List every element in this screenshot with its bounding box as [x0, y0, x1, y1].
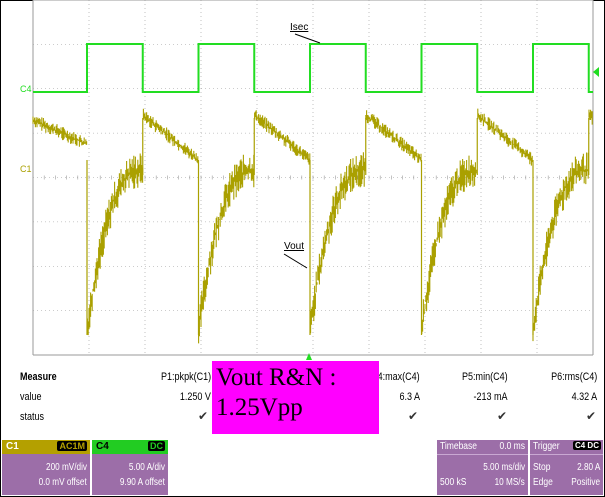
channel-c1-box[interactable]: C1 AC1M 200 mV/div 0.0 mV offset — [2, 440, 90, 495]
param-p4-value: 6.3 A — [399, 391, 420, 403]
param-p4-name[interactable]: P4:max(C4) — [371, 371, 420, 383]
channel-c4-header: C4 DC — [92, 440, 168, 454]
callout-line-2: 1.25Vpp — [216, 394, 303, 421]
param-p1-name[interactable]: P1:pkpk(C1) — [160, 371, 211, 383]
channel-c1-marker: C1 — [20, 164, 32, 174]
ripple-noise-callout: Vout R&N : 1.25Vpp — [212, 361, 379, 434]
channel-c4-scale: 5.00 A/div — [128, 462, 165, 473]
channel-c1-coupling-badge: AC1M — [57, 441, 87, 451]
trigger-type: Edge — [533, 477, 553, 488]
channel-c4-marker: C4 — [20, 84, 32, 94]
waveform-traces — [32, 43, 593, 344]
channel-c1-scale: 200 mV/div — [45, 462, 87, 473]
channel-c1-header: C1 AC1M — [2, 440, 90, 454]
channel-c1-name: C1 — [6, 441, 19, 452]
c1-voltage-trace — [32, 108, 593, 344]
timebase-sample-rate: 10 MS/s — [494, 477, 525, 488]
timebase-box[interactable]: Timebase 0.0 ms 5.00 ms/div 500 kS 10 MS… — [437, 440, 528, 495]
c4-ground-marker-icon — [593, 67, 599, 77]
trigger-channel-badge: C4 DC — [572, 441, 601, 450]
trigger-label: Trigger — [533, 441, 560, 452]
channel-c4-name: C4 — [96, 441, 109, 452]
vout-annotation: Vout — [284, 241, 304, 252]
callout-line-1: Vout R&N : — [216, 364, 337, 391]
timebase-scale: 5.00 ms/div — [483, 462, 525, 473]
param-p6-name[interactable]: P6:rms(C4) — [550, 371, 597, 383]
channel-c1-offset: 0.0 mV offset — [38, 477, 87, 488]
trigger-position-marker-icon — [306, 353, 312, 360]
row-label-status: status — [20, 411, 45, 423]
trigger-mode: Stop — [533, 462, 551, 473]
isec-pointer — [294, 33, 321, 44]
c4-current-trace — [33, 43, 593, 93]
param-p1-value: 1.250 V — [179, 391, 211, 403]
timebase-delay: 0.0 ms — [499, 441, 525, 452]
oscilloscope-display: C4 C1 Isec Vout — [20, 0, 599, 360]
param-p5-status-icon: ✔ — [497, 409, 508, 423]
param-p5-name[interactable]: P5:min(C4) — [462, 371, 508, 383]
param-p6-value: 4.32 A — [571, 391, 597, 403]
vout-pointer — [283, 253, 308, 269]
param-p5-value: -213 mA — [473, 391, 508, 403]
param-p4-status-icon: ✔ — [408, 409, 419, 423]
trigger-level: 2.80 A — [576, 462, 600, 473]
row-label-value: value — [20, 391, 42, 403]
timebase-header: Timebase 0.0 ms — [437, 440, 528, 455]
trigger-slope: Positive — [571, 477, 600, 488]
timebase-label: Timebase — [440, 441, 478, 452]
channel-c4-coupling-badge: DC — [148, 441, 165, 451]
param-p1-status-icon: ✔ — [198, 409, 209, 423]
trigger-header: Trigger C4 DC — [530, 440, 603, 455]
isec-annotation: Isec — [290, 22, 308, 33]
channel-c4-box[interactable]: C4 DC 5.00 A/div 9.90 A offset — [92, 440, 168, 495]
trigger-box[interactable]: Trigger C4 DC Stop 2.80 A Edge Positive — [530, 440, 603, 495]
param-p6-status-icon: ✔ — [586, 409, 597, 423]
channel-c4-offset: 9.90 A offset — [120, 477, 165, 488]
measure-label: Measure — [20, 371, 57, 383]
timebase-samples: 500 kS — [440, 477, 467, 488]
